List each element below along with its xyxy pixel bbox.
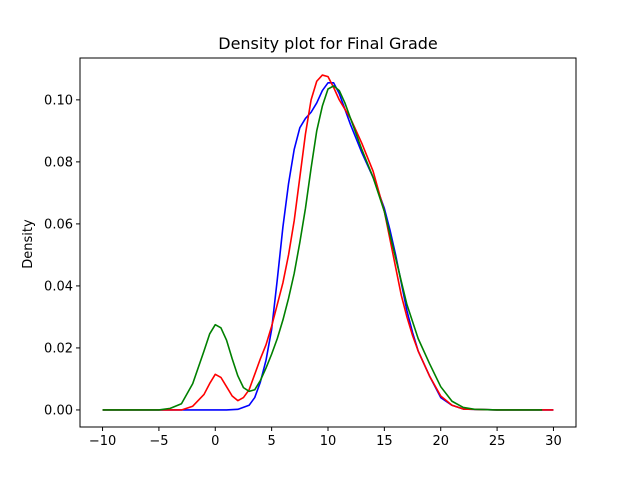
- series-layer: [102, 74, 554, 411]
- density-line-2: [102, 74, 554, 411]
- y-tick-label: 0.02: [44, 341, 73, 356]
- x-tick-label: 20: [432, 434, 449, 449]
- density-line-3: [102, 85, 543, 411]
- x-tick-label: 25: [489, 434, 506, 449]
- y-tick-label: 0.08: [44, 155, 73, 170]
- y-tick-label: 0.00: [44, 403, 73, 418]
- y-tick-label: 0.04: [44, 279, 73, 294]
- x-tick-label: 0: [211, 434, 219, 449]
- x-tick-label: −10: [89, 434, 116, 449]
- x-tick-label: −5: [149, 434, 168, 449]
- x-tick-label: 10: [320, 434, 337, 449]
- chart-title: Density plot for Final Grade: [218, 34, 438, 53]
- plot-area-frame: [79, 57, 577, 428]
- x-tick-label: 15: [376, 434, 393, 449]
- y-tick-label: 0.06: [44, 217, 73, 232]
- y-tick-label: 0.10: [44, 93, 73, 108]
- x-tick-label: 5: [267, 434, 275, 449]
- ticks-layer: −10 −5 0 5 10 15 20 25 30 0.00 0.02 0.04 0.06 0.08 0.1…: [44, 93, 562, 449]
- x-tick-label: 30: [545, 434, 562, 449]
- y-axis-label: Density: [21, 219, 36, 269]
